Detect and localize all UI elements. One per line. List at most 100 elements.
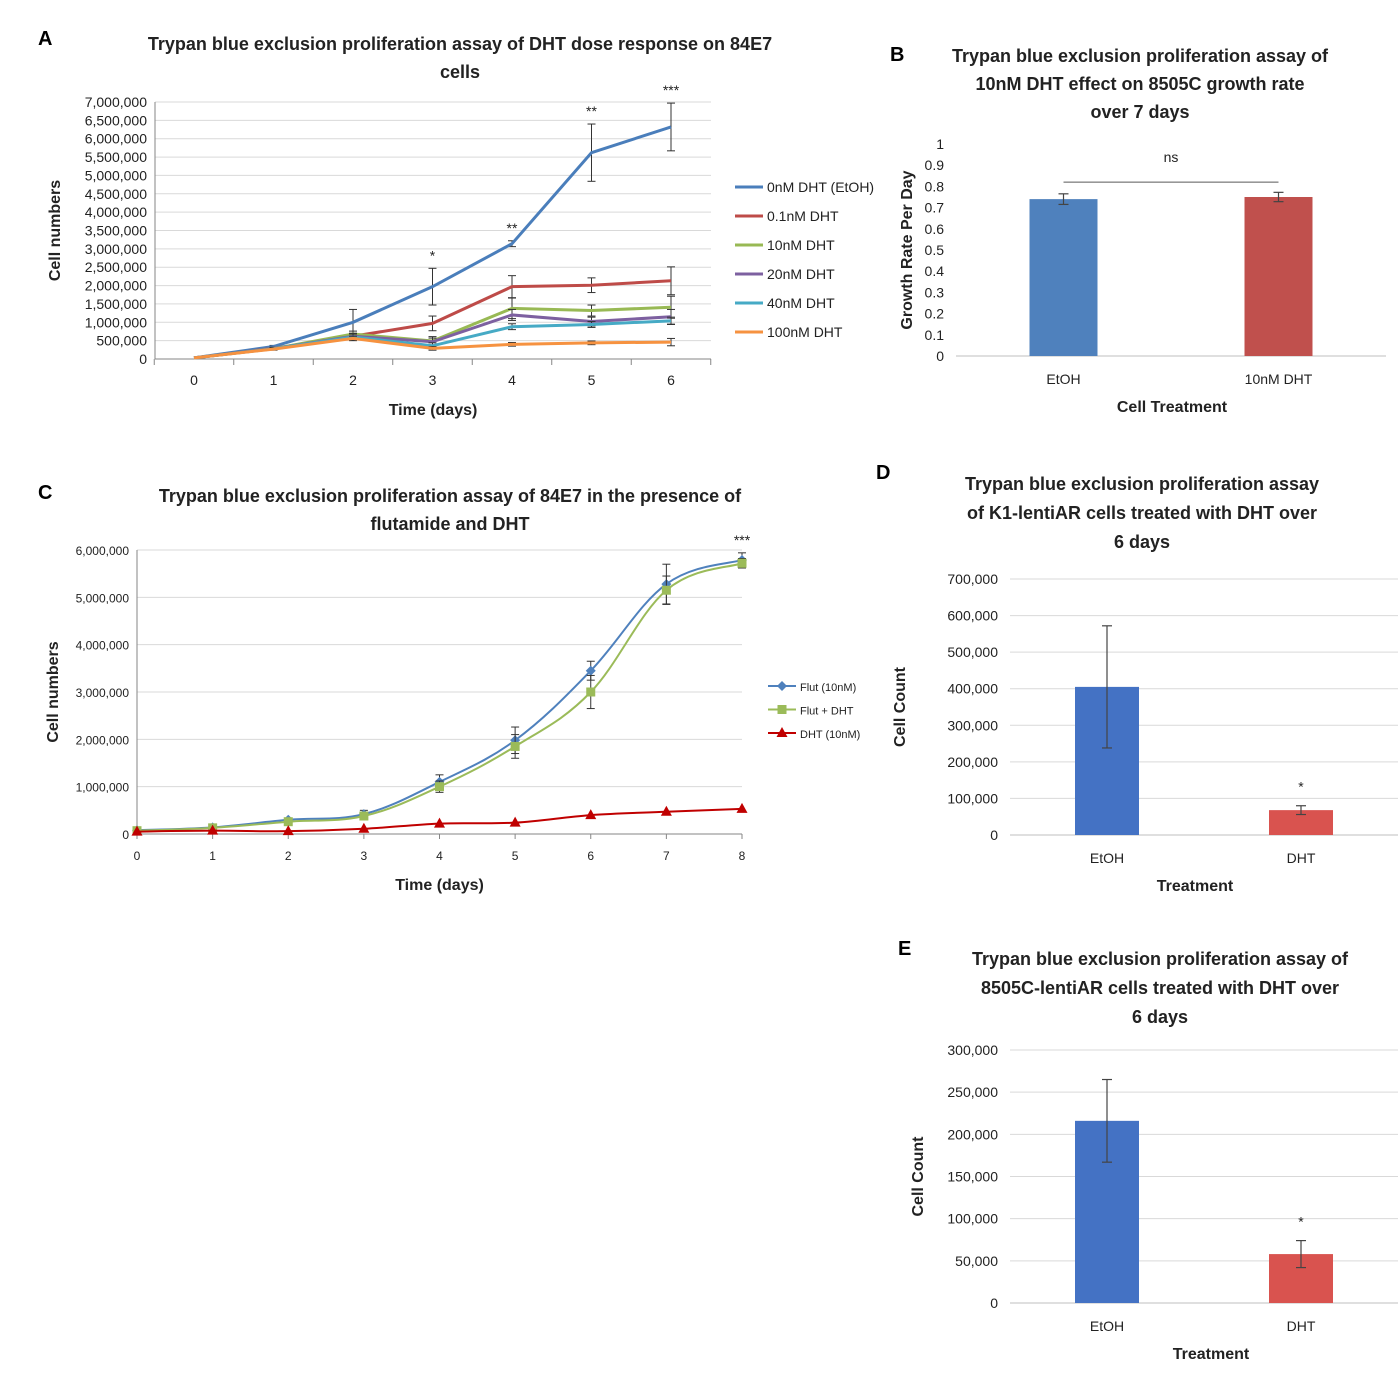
chart-d-y-tick-label: 700,000	[947, 571, 998, 587]
chart-c-x-tick-label: 0	[134, 849, 141, 863]
chart-c-title-line: Trypan blue exclusion proliferation assa…	[159, 486, 742, 506]
chart-e-y-tick-label: 200,000	[947, 1126, 998, 1142]
chart-b-y-tick-label: 1	[936, 136, 944, 152]
chart-a-y-tick-label: 3,000,000	[85, 241, 147, 257]
chart-c-series-marker	[585, 665, 596, 676]
chart-d-y-tick-label: 600,000	[947, 608, 998, 624]
chart-c-y-tick-label: 4,000,000	[76, 639, 130, 653]
chart-c-significance-label: ***	[734, 532, 751, 548]
chart-c-y-tick-label: 0	[122, 828, 129, 842]
chart-b-x-axis-title: Cell Treatment	[1117, 399, 1228, 416]
chart-c-y-tick-label: 6,000,000	[76, 544, 130, 558]
chart-a-legend-label: 0.1nM DHT	[767, 208, 839, 224]
chart-a-y-tick-label: 1,000,000	[85, 314, 147, 330]
chart-d-x-tick-label: DHT	[1287, 850, 1316, 866]
chart-a-legend-label: 10nM DHT	[767, 237, 835, 253]
chart-c-series-marker	[282, 825, 294, 836]
chart-c-x-tick-label: 4	[436, 849, 443, 863]
chart-e-y-tick-label: 250,000	[947, 1084, 998, 1100]
chart-b-y-axis-title: Growth Rate Per Day	[899, 170, 916, 329]
chart-c-series-marker	[207, 824, 219, 835]
panel-letter-c: C	[38, 482, 53, 504]
chart-c-x-tick-label: 8	[739, 849, 746, 863]
chart-c-y-tick-label: 1,000,000	[76, 781, 130, 795]
chart-c-series-marker	[434, 817, 445, 828]
chart-c-series-marker	[660, 805, 672, 816]
chart-a-significance-label: ***	[663, 82, 680, 98]
chart-a-y-axis-title: Cell numbers	[47, 180, 64, 281]
chart-a-x-tick-label: 4	[508, 372, 516, 388]
chart-a-y-tick-label: 3,500,000	[85, 223, 147, 239]
chart-c-series-line	[136, 558, 743, 832]
chart-d-title-line: 6 days	[1114, 532, 1170, 552]
chart-c-x-axis-title: Time (days)	[395, 877, 484, 894]
chart-a-legend-label: 40nM DHT	[767, 295, 835, 311]
chart-a-series-line	[193, 336, 672, 360]
chart-b-x-tick-label: 10nM DHT	[1245, 371, 1313, 387]
panel-letter-e: E	[898, 938, 912, 960]
chart-b-significance-label: ns	[1164, 149, 1179, 165]
chart-d-significance-label: *	[1298, 779, 1304, 795]
chart-a-y-tick-label: 1,500,000	[85, 296, 147, 312]
chart-c-legend-label: DHT (10nM)	[800, 729, 860, 741]
chart-c-series-marker	[358, 822, 370, 833]
chart-c-legend-label: Flut (10nM)	[800, 682, 856, 694]
chart-e-y-tick-label: 0	[990, 1295, 998, 1311]
chart-d-y-tick-label: 0	[990, 827, 998, 843]
chart-c-series-marker	[509, 816, 521, 827]
chart-e-x-axis-title: Treatment	[1173, 1346, 1250, 1363]
chart-a-y-tick-label: 0	[139, 351, 147, 367]
chart-d-y-tick-label: 400,000	[947, 681, 998, 697]
chart-c-series-marker	[736, 802, 748, 813]
chart-c-series-marker	[510, 741, 520, 751]
panel-letter-b: B	[890, 44, 905, 66]
chart-c-x-tick-label: 5	[512, 849, 519, 863]
chart-d-y-tick-label: 300,000	[947, 717, 998, 733]
panel-letter-a: A	[38, 28, 53, 50]
chart-b-title-line: over 7 days	[1090, 102, 1189, 122]
chart-b-x-tick-label: EtOH	[1046, 371, 1080, 387]
chart-b-y-tick-label: 0.5	[925, 242, 945, 258]
chart-e-x-tick-label: DHT	[1287, 1318, 1316, 1334]
chart-c-series-marker	[661, 585, 671, 595]
chart-a-x-tick-label: 0	[190, 372, 198, 388]
chart-e-y-tick-label: 300,000	[947, 1042, 998, 1058]
chart-c-series-marker	[737, 558, 747, 568]
chart-c-series-line	[136, 562, 743, 832]
chart-a-legend-label: 20nM DHT	[767, 266, 835, 282]
chart-a-series-line	[193, 125, 672, 360]
chart-b-y-tick-label: 0.2	[925, 306, 945, 322]
chart-e-y-tick-label: 150,000	[947, 1169, 998, 1185]
chart-c-title-line: flutamide and DHT	[370, 514, 529, 534]
chart-a-x-tick-label: 3	[429, 372, 437, 388]
chart-c-y-tick-label: 5,000,000	[76, 591, 130, 605]
chart-a-y-tick-label: 500,000	[96, 333, 147, 349]
chart-a-title-line: Trypan blue exclusion proliferation assa…	[148, 34, 772, 54]
chart-a-title-line: cells	[440, 62, 480, 82]
chart-d-x-tick-label: EtOH	[1090, 850, 1124, 866]
chart-c-x-tick-label: 3	[361, 849, 368, 863]
chart-c-legend-marker	[777, 681, 787, 691]
chart-b-title-line: Trypan blue exclusion proliferation assa…	[952, 46, 1329, 66]
chart-c-y-axis-title: Cell numbers	[45, 641, 62, 742]
chart-c-x-tick-label: 6	[587, 849, 594, 863]
chart-b-y-tick-label: 0	[936, 348, 944, 364]
chart-c-y-tick-label: 2,000,000	[76, 733, 130, 747]
chart-b-y-tick-label: 0.7	[925, 200, 945, 216]
chart-c-legend-label: Flut + DHT	[800, 706, 854, 718]
chart-b-y-tick-label: 0.1	[925, 327, 945, 343]
chart-a-y-tick-label: 4,000,000	[85, 204, 147, 220]
chart-a-y-tick-label: 7,000,000	[85, 94, 147, 110]
chart-d-y-axis-title: Cell Count	[892, 666, 909, 747]
chart-b-y-tick-label: 0.4	[925, 263, 945, 279]
chart-e: Trypan blue exclusion proliferation assa…	[910, 949, 1398, 1363]
chart-b-y-tick-label: 0.9	[925, 157, 945, 173]
chart-b: Trypan blue exclusion proliferation assa…	[899, 46, 1386, 416]
chart-d-title-line: of K1-lentiAR cells treated with DHT ove…	[967, 503, 1317, 523]
chart-b-y-tick-label: 0.3	[925, 284, 945, 300]
chart-a-x-tick-label: 1	[270, 372, 278, 388]
chart-c-y-tick-label: 3,000,000	[76, 686, 130, 700]
chart-c-series-marker	[435, 782, 444, 792]
chart-b-y-tick-label: 0.6	[925, 221, 945, 237]
